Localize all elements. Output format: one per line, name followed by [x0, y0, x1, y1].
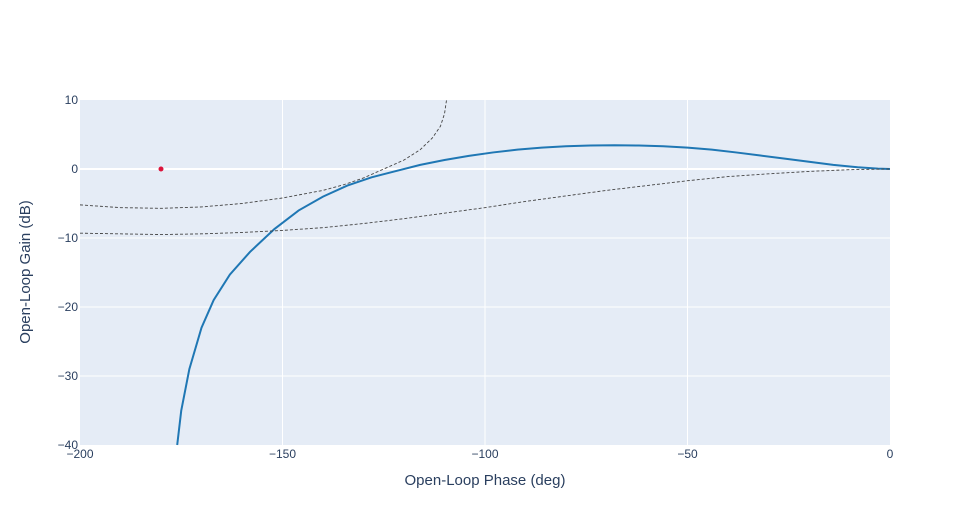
x-axis-title: Open-Loop Phase (deg)	[405, 472, 566, 489]
y-tick-label: −10	[58, 231, 79, 245]
y-tick-label: −20	[58, 300, 79, 314]
y-axis-title: Open-Loop Gain (dB)	[17, 200, 34, 343]
y-tick-labels: −40 −30 −20 −10 0 10	[58, 93, 79, 452]
y-tick-label: 10	[65, 93, 79, 107]
x-tick-labels: −200 −150 −100 −50 0	[66, 447, 893, 461]
guide-curve-line	[79, 99, 447, 209]
x-tick-label: −150	[269, 447, 296, 461]
markers-group	[158, 166, 164, 172]
critical-point-marker	[158, 166, 164, 172]
series-group	[79, 99, 891, 446]
y-tick-label: 0	[71, 162, 78, 176]
guide-curve-line	[79, 168, 891, 236]
x-tick-label: −100	[471, 447, 498, 461]
x-tick-label: −200	[66, 447, 93, 461]
grid-lines	[80, 100, 890, 445]
y-tick-label: −40	[58, 438, 79, 452]
open-loop-response-line	[176, 144, 891, 446]
x-tick-label: −50	[677, 447, 698, 461]
y-tick-label: −30	[58, 369, 79, 383]
x-tick-label: 0	[887, 447, 894, 461]
